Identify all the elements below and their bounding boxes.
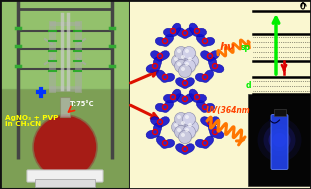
Circle shape [174,46,188,60]
Polygon shape [176,78,194,88]
Polygon shape [189,89,207,102]
Circle shape [181,67,185,71]
Circle shape [186,55,199,68]
Circle shape [175,47,188,60]
Circle shape [174,123,178,127]
Bar [248,94,311,186]
Circle shape [174,60,188,73]
Circle shape [181,55,185,59]
Circle shape [174,112,188,125]
Circle shape [179,53,192,66]
Circle shape [171,54,184,67]
Polygon shape [196,34,215,46]
Circle shape [185,121,198,133]
Text: sp: sp [241,43,251,52]
Polygon shape [151,51,169,61]
Circle shape [175,60,188,73]
Circle shape [179,65,192,78]
Polygon shape [195,70,214,82]
Polygon shape [146,123,161,139]
Polygon shape [201,51,220,61]
Circle shape [175,113,188,126]
Polygon shape [176,28,194,39]
Circle shape [179,131,192,144]
Circle shape [174,125,188,139]
Circle shape [185,115,189,119]
Circle shape [172,121,185,134]
Circle shape [179,130,192,143]
Bar [130,0,311,189]
Circle shape [258,118,301,162]
Circle shape [183,113,196,126]
Circle shape [177,49,181,53]
Circle shape [181,121,185,125]
Polygon shape [208,123,224,139]
Circle shape [33,115,97,179]
Polygon shape [176,94,194,105]
Polygon shape [163,23,181,36]
Polygon shape [155,100,174,112]
Circle shape [185,49,189,53]
Circle shape [175,126,188,139]
Text: AgNO₃ + PVP: AgNO₃ + PVP [5,115,58,121]
Text: in CH₃CN: in CH₃CN [5,121,41,127]
Bar [0,0,130,189]
Circle shape [183,46,196,60]
Polygon shape [156,70,175,82]
Circle shape [183,60,196,73]
Circle shape [185,128,189,132]
Circle shape [172,55,185,68]
Circle shape [272,133,286,147]
Circle shape [177,62,181,66]
Polygon shape [156,136,175,148]
Polygon shape [155,34,174,46]
Circle shape [177,128,181,132]
Circle shape [183,112,196,125]
Text: d: d [245,81,251,90]
Circle shape [179,64,192,77]
Polygon shape [196,100,215,112]
Text: T:75°C: T:75°C [70,101,95,107]
Circle shape [263,124,295,156]
Circle shape [181,133,185,137]
Circle shape [179,119,192,132]
FancyBboxPatch shape [60,97,70,117]
Polygon shape [201,117,220,128]
Circle shape [183,47,196,60]
FancyBboxPatch shape [271,115,288,170]
Bar [0,0,130,189]
Circle shape [183,126,196,139]
Circle shape [185,62,189,66]
Text: UV(364nm: UV(364nm [205,106,250,115]
Bar [273,109,285,116]
Circle shape [177,115,181,119]
FancyBboxPatch shape [35,179,95,187]
Circle shape [183,125,196,139]
Text: hν: hν [220,42,235,52]
Circle shape [188,57,192,61]
Circle shape [188,123,192,127]
Circle shape [183,60,196,73]
Circle shape [185,54,198,67]
Polygon shape [163,89,181,102]
Polygon shape [189,23,207,36]
Polygon shape [208,57,224,73]
Polygon shape [151,117,169,128]
Polygon shape [146,57,161,73]
Circle shape [268,129,290,151]
Circle shape [174,57,178,61]
Polygon shape [176,144,194,154]
FancyBboxPatch shape [27,170,103,182]
Polygon shape [195,136,214,148]
Circle shape [179,119,192,132]
Circle shape [186,121,199,134]
Circle shape [171,121,184,133]
Circle shape [179,53,192,66]
